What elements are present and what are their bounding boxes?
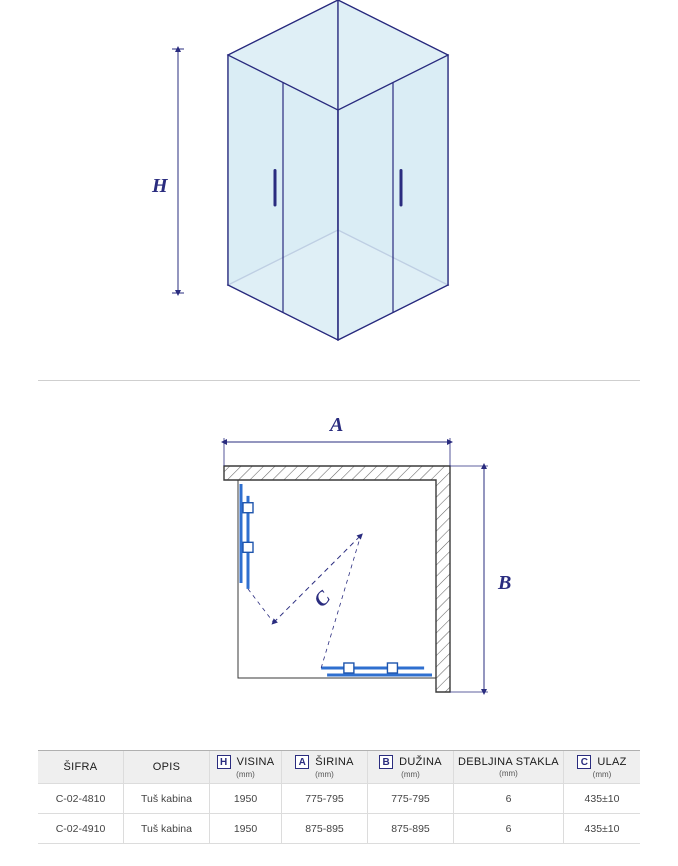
table-cell: 775-795 xyxy=(282,784,368,813)
col-header-debljina: DEBLJINA STAKLA (mm) xyxy=(454,751,564,783)
table-cell: 875-895 xyxy=(368,814,454,843)
dim-label-B: B xyxy=(498,572,511,595)
table-cell: 6 xyxy=(454,784,564,813)
dim-label-A: A xyxy=(330,414,343,437)
table-cell: C-02-4810 xyxy=(38,784,124,813)
table-cell: 435±10 xyxy=(564,814,640,843)
col-header-sirina: A ŠIRINA (mm) xyxy=(282,751,368,783)
col-header-opis: OPIS xyxy=(124,751,210,783)
table-cell: Tuš kabina xyxy=(124,784,210,813)
col-header-visina: H VISINA (mm) xyxy=(210,751,282,783)
dim-label-H: H xyxy=(152,175,168,198)
table-row: C-02-4910Tuš kabina1950875-895875-895643… xyxy=(38,814,640,844)
table-cell: 6 xyxy=(454,814,564,843)
col-header-duzina: B DUŽINA (mm) xyxy=(368,751,454,783)
table-cell: 875-895 xyxy=(282,814,368,843)
table-row: C-02-4810Tuš kabina1950775-795775-795643… xyxy=(38,784,640,814)
table-header-row: ŠIFRA OPIS H VISINA (mm) A ŠIRINA (mm) xyxy=(38,751,640,784)
table-cell: 1950 xyxy=(210,784,282,813)
section-divider xyxy=(38,380,640,381)
table-body: C-02-4810Tuš kabina1950775-795775-795643… xyxy=(38,784,640,844)
isometric-view: H xyxy=(0,0,678,380)
table-cell: 1950 xyxy=(210,814,282,843)
plan-view: A B C xyxy=(0,390,678,760)
table-cell: 435±10 xyxy=(564,784,640,813)
table-cell: C-02-4910 xyxy=(38,814,124,843)
spec-table: ŠIFRA OPIS H VISINA (mm) A ŠIRINA (mm) xyxy=(38,750,640,844)
table-cell: 775-795 xyxy=(368,784,454,813)
col-header-ulaz: C ULAZ (mm) xyxy=(564,751,640,783)
table-cell: Tuš kabina xyxy=(124,814,210,843)
col-header-sifra: ŠIFRA xyxy=(38,751,124,783)
page-root: H A B C ŠIFRA OPIS H VISINA (mm) xyxy=(0,0,678,866)
